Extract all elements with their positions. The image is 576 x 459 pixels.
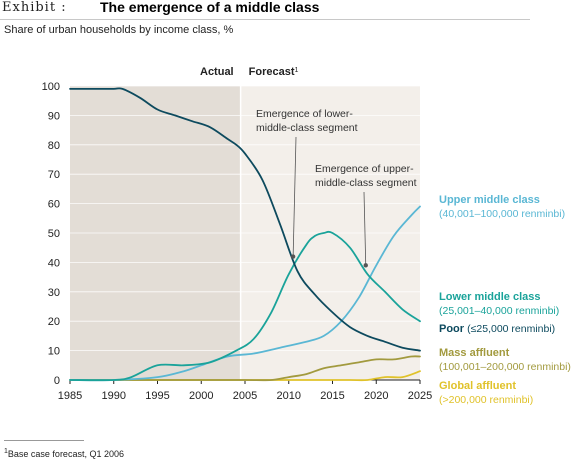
annotations: Emergence of lower-middle-class segment E…: [256, 108, 417, 268]
series-detail-upper-middle: (40,001–100,000 renminbi): [439, 208, 565, 220]
annotation-text: Emergence of lower-: [256, 108, 353, 120]
series-line-upper-middle: [69, 205, 421, 382]
series-lines: [69, 87, 421, 382]
series-labels: Upper middle class (40,001–100,000 renmin…: [439, 194, 571, 406]
x-tick-label: 1990: [102, 390, 126, 402]
series-detail-mass-affluent: (100,001–200,000 renminbi): [439, 361, 571, 373]
series-label-lower-middle: Lower middle class: [439, 291, 540, 303]
series-label-upper-middle: Upper middle class: [439, 194, 540, 206]
footnote-marker: 1: [4, 448, 8, 455]
chart-subtitle: Share of urban households by income clas…: [4, 24, 234, 36]
region-label-forecast: Forecast1: [249, 66, 299, 78]
line-chart: Actual Forecast1 0 10 20 30 40 50 60 70 80 90 100 1…: [41, 62, 571, 406]
annotation-leader-line: [292, 136, 297, 257]
footnote: 1Base case forecast, Q1 2006: [4, 448, 124, 459]
y-tick-label: 0: [54, 375, 60, 387]
series-detail-global-affluent: (>200,000 renminbi): [439, 394, 533, 406]
x-tick-label: 2015: [320, 390, 344, 402]
y-tick-label: 60: [48, 199, 60, 211]
x-tick-label: 2000: [189, 390, 213, 402]
y-tick-label: 30: [48, 287, 60, 299]
x-tick-label: 2010: [277, 390, 301, 402]
x-axis-ticks: 1985 1990 1995 2000 2005 2010 2015 2020 2025: [58, 379, 432, 402]
series-label-global-affluent: Global affluent: [439, 380, 516, 392]
y-tick-label: 80: [48, 140, 60, 152]
y-tick-label: 70: [48, 169, 60, 181]
annotation-text: middle-class segment: [315, 177, 417, 189]
series-line-mass-affluent: [69, 355, 421, 382]
region-label-actual: Actual: [200, 66, 234, 78]
series-line-lower-middle: [69, 230, 421, 382]
series-line-poor: [69, 87, 421, 352]
y-tick-label: 40: [48, 257, 60, 269]
annotation-point: [290, 254, 296, 259]
y-tick-label: 20: [48, 316, 60, 328]
series-detail-lower-middle: (25,001–40,000 renminbi): [439, 305, 559, 317]
y-axis-ticks: 0 10 20 30 40 50 60 70 80 90 100: [42, 81, 60, 387]
chart-title: The emergence of a middle class: [100, 0, 320, 15]
annotation-text: Emergence of upper-: [315, 163, 414, 175]
period-regions: Actual Forecast1: [70, 62, 420, 380]
x-tick-label: 1985: [58, 390, 82, 402]
footnote-divider: [4, 440, 84, 441]
annotation-point: [363, 263, 368, 268]
y-tick-label: 90: [48, 110, 60, 122]
x-tick-label: 1995: [145, 390, 169, 402]
exhibit-label: Exhibit :: [2, 0, 67, 15]
y-tick-label: 100: [42, 81, 60, 93]
x-tick-label: 2005: [233, 390, 257, 402]
footnote-text: Base case forecast, Q1 2006: [7, 449, 124, 459]
series-label-mass-affluent: Mass affluent: [439, 347, 510, 359]
y-tick-label: 10: [48, 346, 60, 358]
y-tick-label: 50: [48, 228, 60, 240]
grid-lines: [70, 85, 420, 352]
x-tick-label: 2020: [364, 390, 388, 402]
annotation-text: middle-class segment: [256, 122, 358, 134]
x-tick-label: 2025: [408, 390, 432, 402]
annotation-leader-line: [363, 191, 367, 266]
title-divider: [0, 19, 530, 20]
series-label-poor: Poor (≤25,000 renminbi): [439, 323, 555, 335]
